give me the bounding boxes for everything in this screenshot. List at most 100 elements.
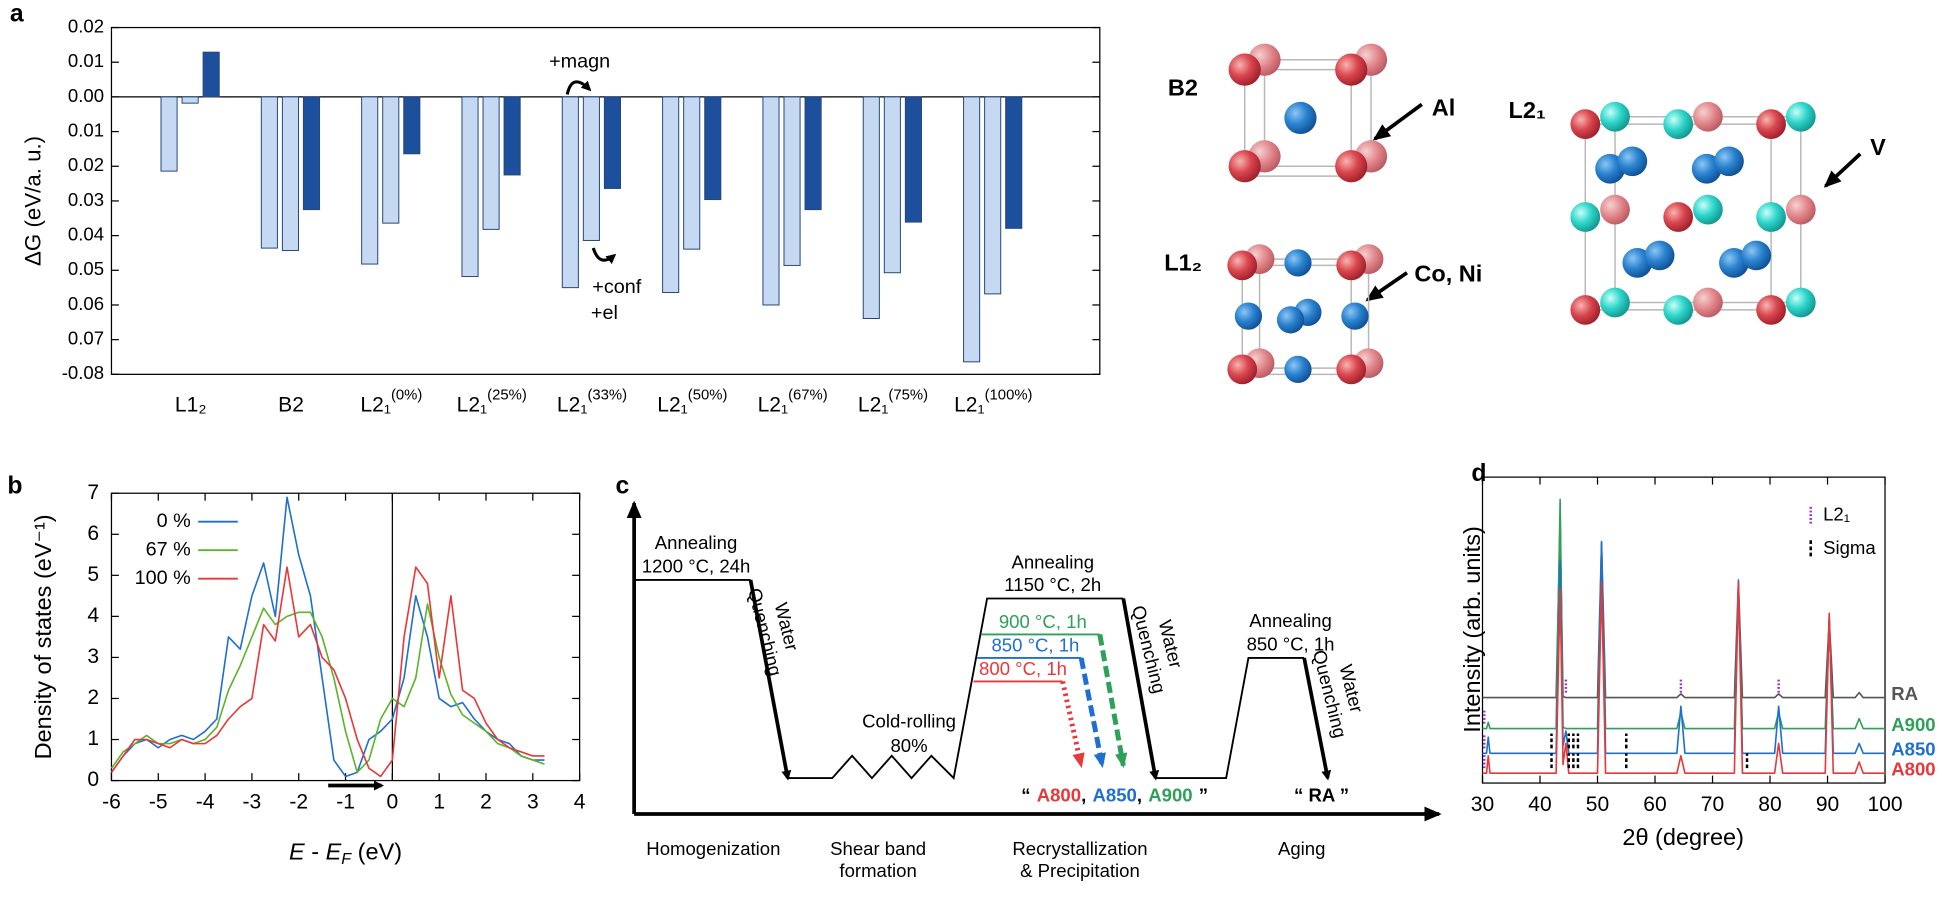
atom xyxy=(1785,287,1816,318)
step-title: Cold-rolling xyxy=(862,710,956,731)
bar xyxy=(1005,96,1023,229)
quench-arrow xyxy=(748,579,792,781)
category: L2₁ xyxy=(954,393,985,416)
bar xyxy=(403,96,421,155)
atom xyxy=(1284,101,1317,135)
bar xyxy=(603,96,621,189)
structure-element: V xyxy=(1870,134,1886,160)
x-tick-label: 1 xyxy=(433,790,445,813)
series-line xyxy=(110,566,545,778)
product-labels: “A800, A850, A900” xyxy=(1021,785,1208,806)
atom xyxy=(1756,202,1786,232)
atom xyxy=(1600,287,1630,318)
x-tick-label: 2 xyxy=(480,790,492,813)
bar xyxy=(904,96,922,223)
bar xyxy=(704,96,722,201)
annotation-arrow xyxy=(565,80,592,95)
annotations: +magn +conf +el xyxy=(549,50,642,323)
product: A900 xyxy=(1148,785,1192,806)
atom xyxy=(1595,153,1625,184)
separator: , xyxy=(1081,785,1086,806)
category-sup: (33%) xyxy=(587,387,627,403)
product: A850 xyxy=(1092,785,1136,806)
legend-label: Sigma xyxy=(1823,537,1876,558)
x-tick-label: L2₁(67%) xyxy=(758,387,828,416)
pointer-arrow xyxy=(1365,271,1409,302)
y-tick-label: 5 xyxy=(87,563,99,586)
x-axis-label: E - EF (eV) xyxy=(289,839,402,868)
x-tick-label: -3 xyxy=(243,790,262,813)
structure-name: B2 xyxy=(1168,75,1198,101)
x-axis-label-part: E xyxy=(289,839,305,865)
process-diagram: Annealing 1200 °C, 24h Cold-rolling 80% … xyxy=(626,500,1442,881)
atom xyxy=(1335,53,1368,86)
x-tick-label: L2₁(33%) xyxy=(557,387,627,416)
step-title: Annealing xyxy=(655,532,738,553)
x-tick-label: 0 xyxy=(387,790,399,813)
stage-label: formation xyxy=(839,860,916,881)
step-condition: 80% xyxy=(890,735,927,756)
series-line xyxy=(1482,581,1886,774)
step-condition: 1200 °C, 24h xyxy=(642,555,751,576)
quote: “ xyxy=(1021,785,1030,806)
series-line xyxy=(110,603,545,774)
atom xyxy=(1570,109,1601,140)
branch-label: 900 °C, 1h xyxy=(999,611,1087,632)
bar xyxy=(503,96,521,176)
panel-label: c xyxy=(616,473,630,500)
x-tick-label: -5 xyxy=(149,790,168,813)
branch-arrow xyxy=(1078,657,1106,769)
annotation: +magn xyxy=(549,50,610,72)
quench-label: Water Quenching xyxy=(744,586,803,678)
y-tick-label: 4 xyxy=(87,604,99,627)
bar xyxy=(561,96,579,289)
y-tick-label: 0.01 xyxy=(68,119,104,140)
bar xyxy=(302,96,321,211)
aged-label: “ RA ” xyxy=(1294,785,1349,806)
step-condition: 850 °C, 1h xyxy=(1247,633,1335,654)
atom xyxy=(1756,109,1786,140)
bar xyxy=(461,96,479,278)
y-tick-label: 0.06 xyxy=(68,293,104,314)
atom xyxy=(1341,302,1369,330)
branch-arrow xyxy=(1097,633,1128,769)
category-sup: (67%) xyxy=(788,387,828,403)
y-tick-label: 0.01 xyxy=(68,50,104,71)
atom xyxy=(1693,194,1723,225)
x-tick-label: 4 xyxy=(574,790,586,813)
atom xyxy=(1228,150,1261,183)
atom xyxy=(1227,250,1258,281)
series-label: A850 xyxy=(1891,739,1935,760)
category: L2₁ xyxy=(360,393,391,416)
process-line xyxy=(1155,657,1305,780)
x-axis-label: 2θ (degree) xyxy=(1622,824,1744,850)
bar xyxy=(762,96,780,306)
process-line xyxy=(787,597,1124,780)
atom xyxy=(1228,53,1261,86)
pointer-arrow xyxy=(1372,102,1423,141)
stage-label: Aging xyxy=(1278,838,1325,859)
x-axis-label-part: (eV) xyxy=(351,839,402,865)
plot-frame xyxy=(1481,476,1886,784)
x-tick-label: L2₁(25%) xyxy=(457,387,527,416)
atom xyxy=(1663,295,1694,325)
x-axis-label-part: F xyxy=(341,850,352,868)
atom xyxy=(1336,250,1367,281)
atom xyxy=(1714,146,1744,177)
stage-label: Shear band xyxy=(830,838,926,859)
atom xyxy=(1336,354,1367,385)
atom xyxy=(1600,194,1630,225)
plot-frame xyxy=(110,492,581,782)
bar xyxy=(883,96,901,274)
bar xyxy=(260,96,278,249)
legend-label: L2₁ xyxy=(1823,503,1850,524)
x-tick-label: 30 xyxy=(1471,793,1494,816)
y-tick-label: 3 xyxy=(87,645,99,668)
crystal-structures: B2 Al L1₂ Co, Ni L2₁ V xyxy=(1164,43,1886,385)
category-sup: (25%) xyxy=(487,387,527,403)
series-line xyxy=(110,496,545,778)
category: L2₁ xyxy=(657,393,688,416)
structure-element: Al xyxy=(1432,95,1456,121)
atom xyxy=(1284,355,1312,384)
